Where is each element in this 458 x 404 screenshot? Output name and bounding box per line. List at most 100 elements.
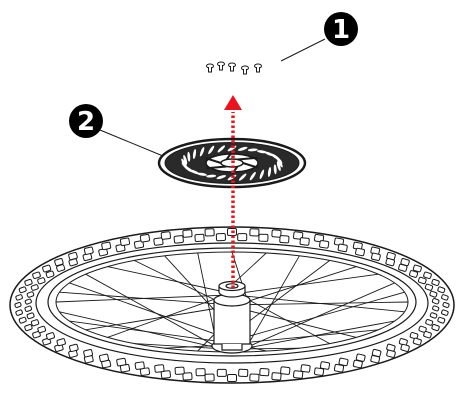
rotor-slot [237,146,248,151]
rotor-bolts [206,61,262,75]
rotor-slot [192,149,197,159]
tread-block [154,364,165,373]
rotor-spider-arm [242,162,259,169]
callout-1: 1 [280,12,358,62]
tread-block [319,240,330,249]
tread-block [15,294,23,301]
tread-block [409,331,419,340]
tread-block [68,343,79,352]
tread-block [299,237,310,246]
tread-block [370,252,381,261]
tread-block [370,355,381,364]
tread-block [174,366,185,375]
tread-block [160,370,171,379]
callout-1-leader [280,38,326,62]
rotor-slot [256,150,267,154]
spoke [85,305,231,331]
rotor-slot [217,145,226,153]
tread-block [385,258,396,267]
tread-block [45,332,55,340]
rotor-slot [206,174,217,178]
tread-block [32,271,41,280]
spoke [69,282,228,339]
tread-block [182,229,193,238]
spoke [245,295,405,313]
tread-block [437,316,446,324]
tread-block [24,305,33,312]
tread-block [173,235,184,244]
rotor-slot [183,155,188,165]
tread-block [238,368,249,378]
tread-block [133,240,145,249]
tread-block [400,343,410,352]
callout-2: 2 [69,104,164,157]
tread-block [352,359,363,369]
rotor-slot [216,175,227,180]
tread-block [119,237,131,247]
tread-block [54,258,64,267]
tread-block [418,325,427,333]
tread-block [56,338,66,347]
tread-block [18,316,27,324]
tread-block [431,278,440,286]
tread-block [424,283,434,291]
spokes [55,251,409,353]
tread-block [26,291,35,298]
tread-block [116,357,127,367]
tread-block [249,228,260,237]
tread-block [237,233,248,242]
rotor-slot [275,156,283,164]
bolt-3 [228,62,236,72]
assembly-arrow [224,95,242,288]
tread-block [259,367,270,377]
tread-block [134,361,145,370]
spoke [233,273,379,295]
spoke [249,266,357,302]
rotor-spider-arm [205,157,222,164]
tread-block [83,349,94,358]
tread-block [412,264,422,273]
tread-block [386,349,396,358]
tread-block [300,364,311,373]
callout-2-leader [99,129,164,157]
callout-1-label: 1 [332,15,350,45]
tread-block [409,270,419,278]
tread-block [153,237,164,246]
hub [211,280,253,354]
rotor-slot [276,161,281,171]
tread-block [18,286,27,294]
tread-block [337,243,348,253]
tread-block [68,252,78,261]
tread-block [437,286,446,294]
tread-block [293,231,304,240]
spoke [229,305,357,338]
spoke [107,266,235,295]
rotor-slot [267,167,272,177]
rotor-slot [259,169,265,179]
tread-block [271,372,282,381]
tread-block [101,241,112,251]
tread-block [425,319,434,326]
tread-block [195,368,206,377]
spoke [197,252,217,342]
spoke [59,291,219,305]
tread-block [160,231,171,240]
tread-block [412,337,422,346]
rotor-slot [247,148,258,152]
bolt-4 [241,65,249,75]
rotor-slot [199,147,205,157]
bolt-1 [206,63,214,73]
tread-block [37,277,46,285]
tread-block [45,270,55,279]
tread-block [313,367,325,376]
rotor-slot [197,172,208,176]
tread-block [24,278,33,286]
tread-block [227,374,237,382]
tread-block [398,263,408,272]
spoke [107,298,215,338]
tread-block [139,234,151,243]
tread-block [280,366,291,375]
tread-block [42,264,52,273]
tread-block [423,330,432,339]
tread-block [423,271,432,280]
